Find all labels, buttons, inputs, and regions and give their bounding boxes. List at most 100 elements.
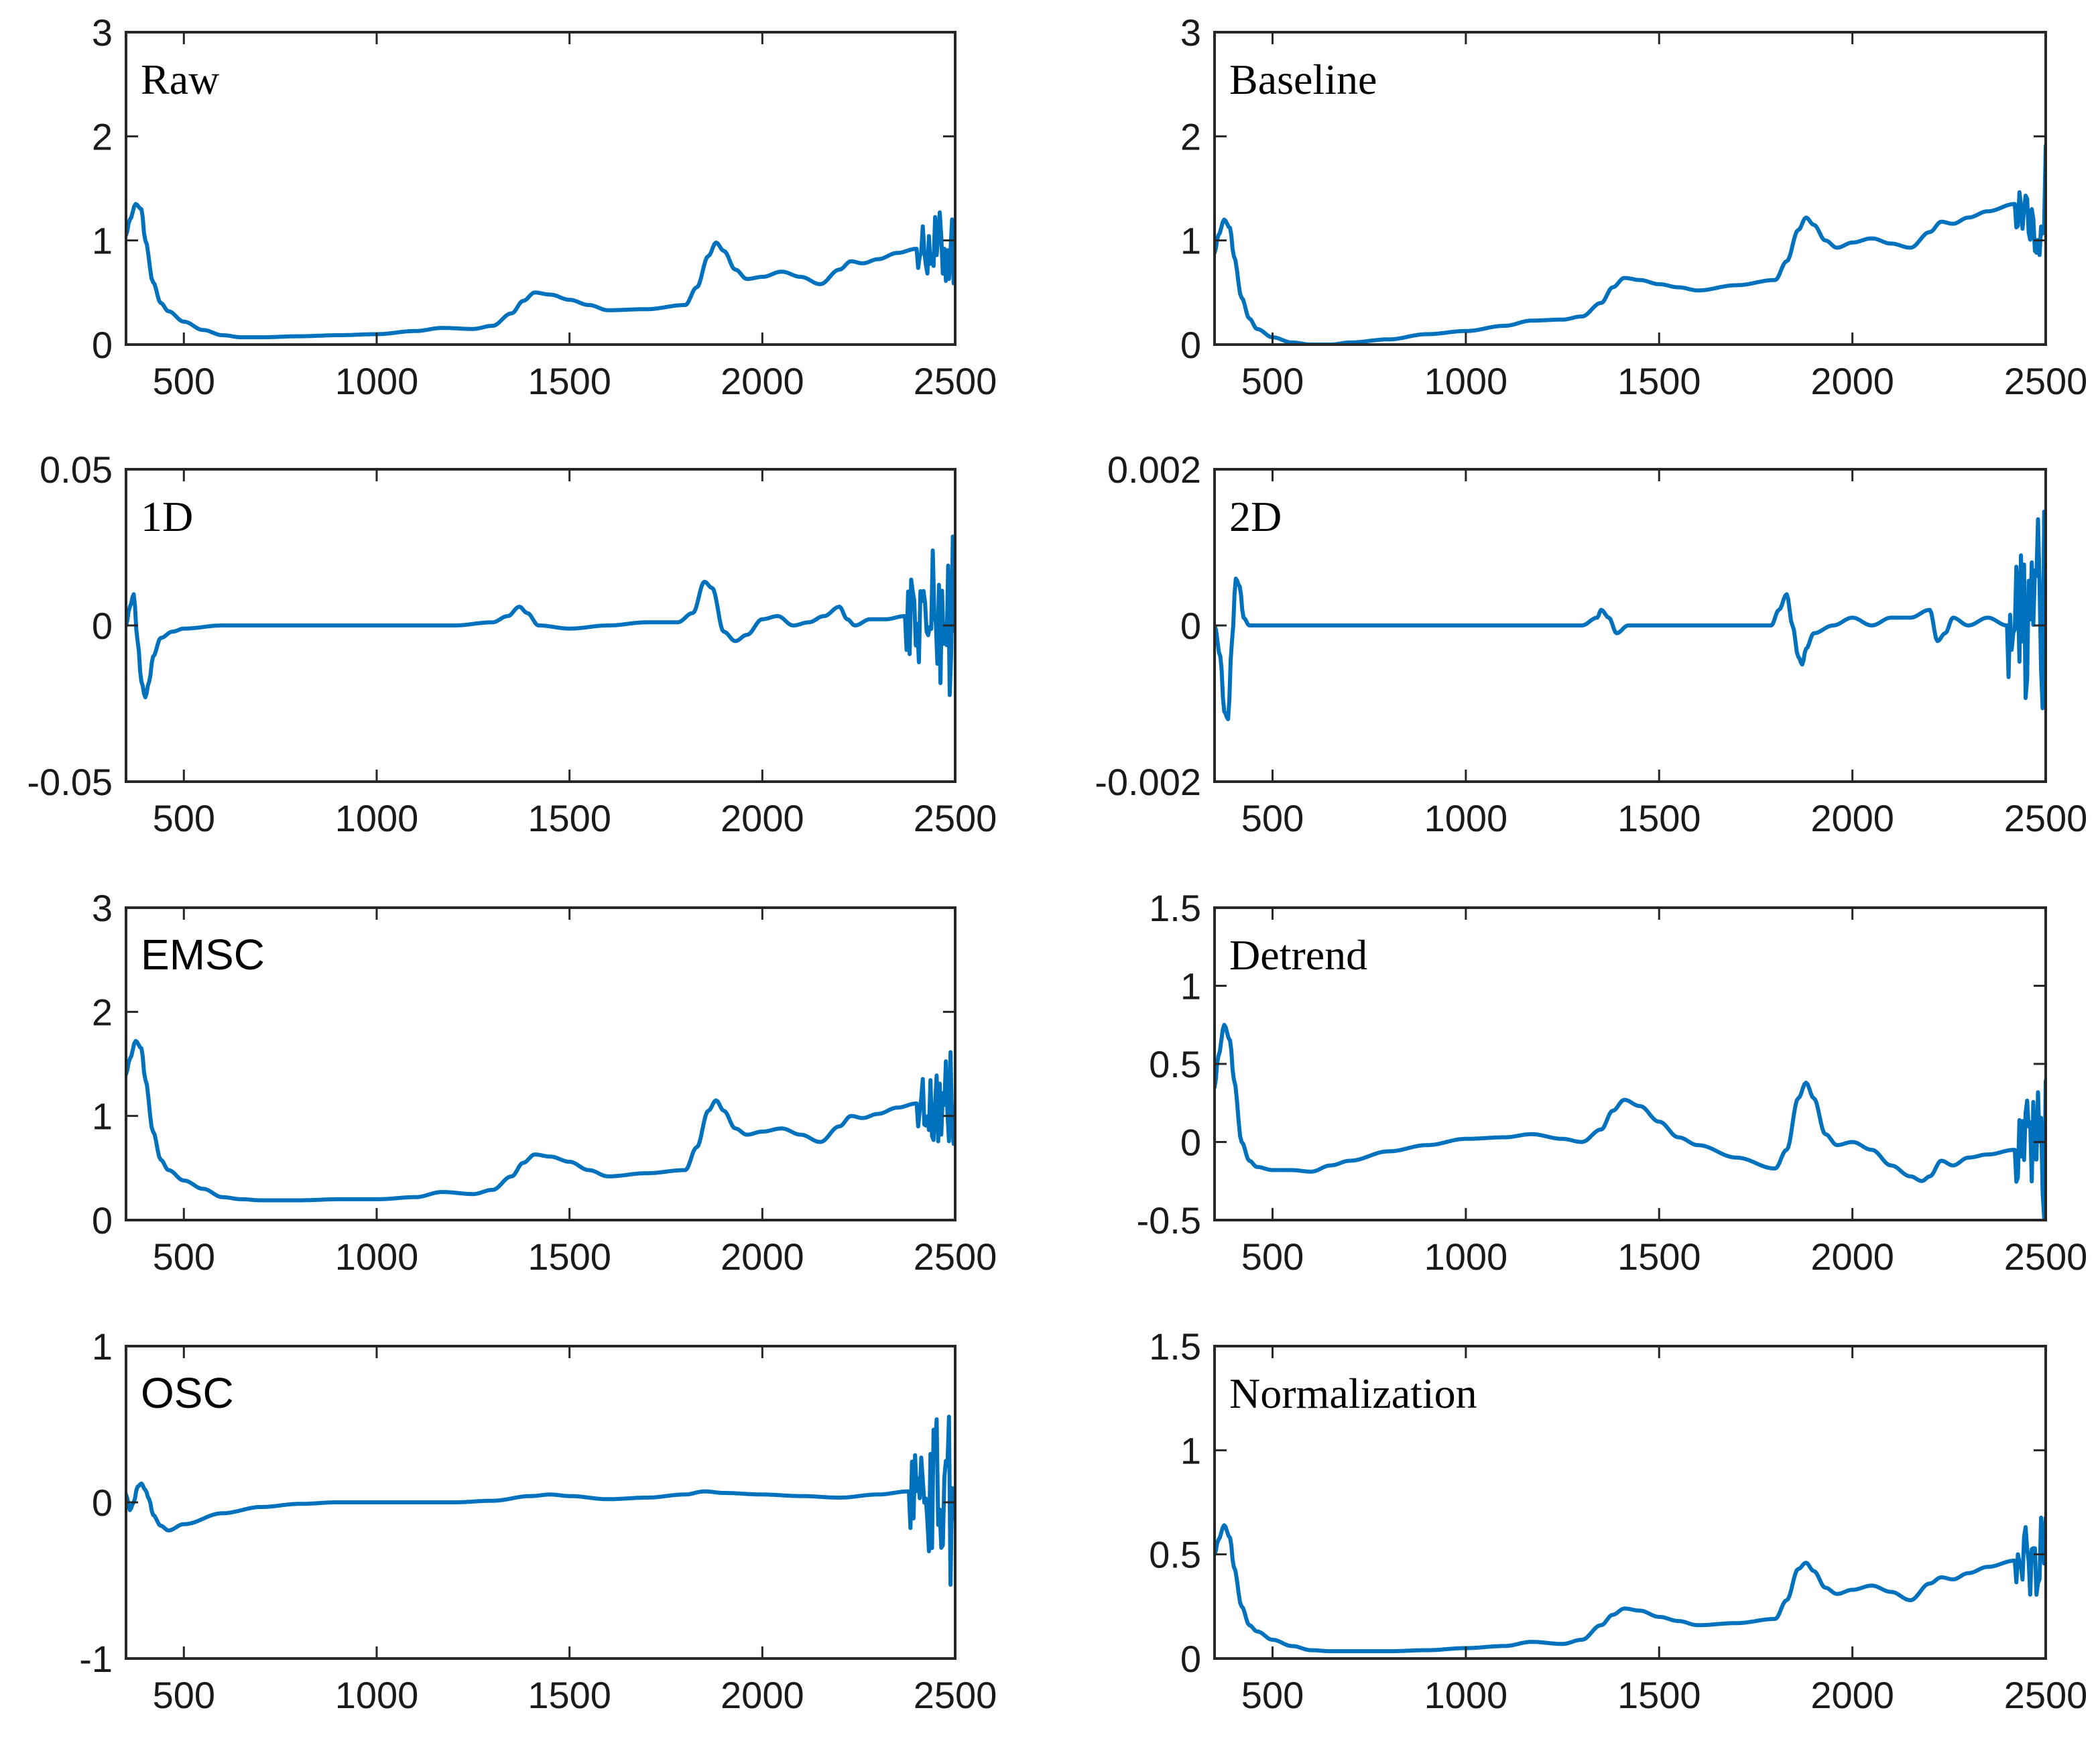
series-line-baseline [1215,143,2046,345]
x-tick-label-osc-2: 1500 [528,1674,611,1716]
axes-box-baseline [1213,31,2047,346]
y-tick-label-normalization-3: 1.5 [1149,1325,1201,1368]
x-tick-label-emsc-4: 2500 [914,1236,997,1278]
x-tick-label-raw-1: 1000 [335,360,419,402]
axes-box-normalization [1213,1345,2047,1660]
x-tick-label-raw-2: 1500 [528,360,611,402]
y-tick-label-d2-1: 0 [1180,605,1201,647]
panel-baseline: 500 1000 1500 2000 2500 0 1 2 3 Baseline [1180,11,2087,402]
x-tick-label-emsc-0: 500 [153,1236,215,1278]
y-tick-label-normalization-1: 0.5 [1149,1534,1201,1576]
panel-title-emsc: EMSC [141,930,265,979]
y-tick-label-osc-0: -1 [79,1638,113,1680]
y-tick-label-baseline-1: 1 [1180,220,1201,262]
x-tick-label-normalization-2: 1500 [1617,1674,1701,1716]
y-tick-label-detrend-4: 1.5 [1149,887,1201,929]
x-tick-label-d2-1: 1000 [1424,797,1508,839]
x-tick-label-d1-0: 500 [153,797,215,839]
x-tick-label-emsc-1: 1000 [335,1236,419,1278]
x-tick-label-osc-1: 1000 [335,1674,419,1716]
series-line-emsc [126,1038,955,1203]
y-tick-label-baseline-3: 3 [1180,11,1201,54]
axes-box-osc [125,1345,956,1660]
series-line-normalization [1215,1515,2046,1654]
panel-title-baseline: Baseline [1229,56,1377,103]
y-tick-label-raw-2: 2 [92,115,113,158]
panel-title-d2: 2D [1229,493,1282,540]
y-tick-label-detrend-1: 0 [1180,1122,1201,1164]
x-tick-label-d1-3: 2000 [721,797,804,839]
panel-d2: 500 1000 1500 2000 2500 -0.002 0 0.002 2D [1095,448,2087,839]
x-tick-label-baseline-4: 2500 [2004,360,2088,402]
x-tick-label-normalization-0: 500 [1241,1674,1304,1716]
y-tick-label-d2-2: 0.002 [1107,448,1201,491]
panel-title-normalization: Normalization [1229,1370,1477,1417]
series-line-d2 [1215,509,2046,721]
y-tick-label-d2-0: -0.002 [1095,761,1201,803]
x-tick-label-osc-4: 2500 [914,1674,997,1716]
panel-title-raw: Raw [141,56,219,103]
y-tick-label-detrend-0: -0.5 [1137,1199,1202,1242]
x-tick-label-normalization-3: 2000 [1810,1674,1894,1716]
x-tick-label-d2-4: 2500 [2004,797,2088,839]
y-tick-label-d1-0: -0.05 [27,761,113,803]
y-tick-label-d1-1: 0 [92,605,113,647]
y-tick-label-baseline-0: 0 [1180,324,1201,366]
y-tick-label-raw-3: 3 [92,11,113,54]
x-tick-label-baseline-2: 1500 [1617,360,1701,402]
panel-title-detrend: Detrend [1229,931,1367,979]
panel-emsc: 500 1000 1500 2000 2500 0 1 2 3 EMSC [92,887,997,1278]
y-tick-label-detrend-3: 1 [1180,965,1201,1008]
panel-title-osc: OSC [141,1369,234,1417]
x-tick-label-d2-3: 2000 [1810,797,1894,839]
x-tick-label-d2-0: 500 [1241,797,1304,839]
series-line-d1 [126,534,955,700]
y-tick-label-emsc-0: 0 [92,1199,113,1242]
y-tick-label-osc-1: 0 [92,1482,113,1524]
y-tick-label-normalization-0: 0 [1180,1638,1201,1680]
x-tick-label-detrend-4: 2500 [2004,1236,2088,1278]
x-tick-label-emsc-3: 2000 [721,1236,804,1278]
x-tick-label-detrend-0: 500 [1241,1236,1304,1278]
x-tick-label-normalization-1: 1000 [1424,1674,1508,1716]
panel-title-d1: 1D [141,493,193,540]
x-tick-label-raw-3: 2000 [721,360,804,402]
y-tick-label-d1-2: 0.05 [40,448,113,491]
x-tick-label-osc-3: 2000 [721,1674,804,1716]
y-tick-label-detrend-2: 0.5 [1149,1043,1201,1085]
x-tick-label-normalization-4: 2500 [2004,1674,2088,1716]
x-tick-label-raw-4: 2500 [914,360,997,402]
panel-d1: 500 1000 1500 2000 2500 -0.05 0 0.05 1D [27,448,997,839]
panel-raw: 500 1000 1500 2000 2500 0 1 2 3 Raw [92,11,997,402]
x-tick-label-d2-2: 1500 [1617,797,1701,839]
x-tick-label-osc-0: 500 [153,1674,215,1716]
x-tick-label-detrend-1: 1000 [1424,1236,1508,1278]
panel-osc: 500 1000 1500 2000 2500 -1 0 1 OSC [79,1325,997,1716]
y-tick-label-raw-1: 1 [92,220,113,262]
axes-box-raw [125,31,956,346]
x-tick-label-baseline-0: 500 [1241,360,1304,402]
y-tick-label-raw-0: 0 [92,324,113,366]
axes-box-emsc [125,906,956,1221]
panel-normalization: 500 1000 1500 2000 2500 0 0.5 1 1.5 Normalization [1149,1325,2087,1716]
x-tick-label-baseline-3: 2000 [1810,360,1894,402]
series-line-osc [126,1414,955,1587]
y-tick-label-osc-2: 1 [92,1325,113,1368]
x-tick-label-raw-0: 500 [153,360,215,402]
x-tick-label-d1-4: 2500 [914,797,997,839]
x-tick-label-emsc-2: 1500 [528,1236,611,1278]
panel-detrend: 500 1000 1500 2000 2500 -0.5 0 0.5 1 1.5 Detrend [1137,887,2088,1278]
y-tick-label-emsc-3: 3 [92,887,113,929]
x-tick-label-d1-1: 1000 [335,797,419,839]
x-tick-label-detrend-3: 2000 [1810,1236,1894,1278]
y-tick-label-emsc-2: 2 [92,991,113,1033]
series-line-detrend [1215,1022,2046,1220]
y-tick-label-normalization-2: 1 [1180,1429,1201,1471]
y-tick-label-baseline-2: 2 [1180,115,1201,158]
x-tick-label-baseline-1: 1000 [1424,360,1508,402]
series-line-raw [126,202,955,340]
y-tick-label-emsc-1: 1 [92,1095,113,1138]
x-tick-label-detrend-2: 1500 [1617,1236,1701,1278]
x-tick-label-d1-2: 1500 [528,797,611,839]
